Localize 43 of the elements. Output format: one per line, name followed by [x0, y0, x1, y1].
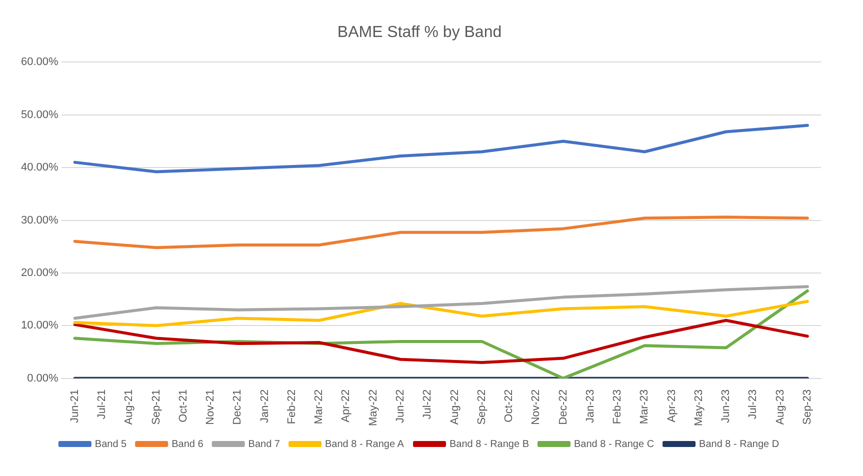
legend-label: Band 8 - Range D	[699, 438, 780, 450]
x-tick-label: Mar-22	[313, 389, 326, 424]
y-tick-label: 20.00%	[20, 266, 59, 279]
y-tick-label: 60.00%	[20, 56, 59, 68]
x-tick-label: Dec-22	[557, 389, 570, 425]
x-tick-label: Mar-23	[638, 389, 651, 424]
x-tick-label: Apr-22	[340, 389, 352, 422]
x-tick-label: Oct-21	[177, 389, 190, 422]
x-tick-label: Jun-21	[68, 389, 81, 423]
chart-title: BAME Staff % by Band	[337, 24, 502, 42]
y-tick-label: 40.00%	[20, 162, 59, 174]
legend-label: Band 6	[172, 438, 204, 450]
y-tick-label: 50.00%	[20, 108, 59, 121]
y-tick-label: 0.00%	[27, 372, 59, 384]
x-tick-label: Oct-22	[503, 389, 516, 422]
legend-label: Band 8 - Range B	[449, 438, 530, 450]
legend-label: Band 7	[248, 438, 280, 450]
y-tick-label: 30.00%	[20, 214, 59, 226]
y-tick-label: 10.00%	[20, 320, 59, 332]
legend-label: Band 8 - Range C	[574, 438, 654, 450]
x-tick-label: Dec-21	[232, 389, 244, 425]
legend-label: Band 5	[94, 438, 128, 450]
x-tick-label: Nov-21	[204, 389, 217, 425]
x-tick-label: Aug-23	[774, 389, 786, 425]
legend-label: Band 8 - Range A	[324, 438, 404, 450]
x-tick-label: Jul-22	[422, 389, 434, 420]
x-tick-label: Sep-23	[801, 389, 814, 425]
x-tick-label: Sep-22	[476, 389, 488, 425]
x-tick-label: Aug-22	[448, 389, 461, 425]
x-tick-label: Apr-23	[666, 389, 678, 422]
x-tick-label: Nov-22	[530, 389, 542, 425]
x-tick-label: May-22	[367, 389, 380, 426]
x-tick-label: Jun-23	[720, 389, 732, 423]
x-tick-label: May-23	[692, 389, 705, 426]
x-tick-label: Jun-22	[394, 389, 406, 423]
x-tick-label: Feb-23	[612, 389, 624, 424]
x-tick-label: Sep-21	[150, 389, 162, 425]
x-tick-label: Jan-23	[584, 389, 596, 423]
x-tick-label: Feb-22	[286, 389, 298, 424]
x-tick-label: Aug-21	[123, 389, 136, 425]
x-tick-label: Jan-22	[258, 389, 271, 423]
x-tick-label: Jul-23	[747, 389, 760, 420]
x-tick-label: Jul-21	[96, 389, 108, 420]
